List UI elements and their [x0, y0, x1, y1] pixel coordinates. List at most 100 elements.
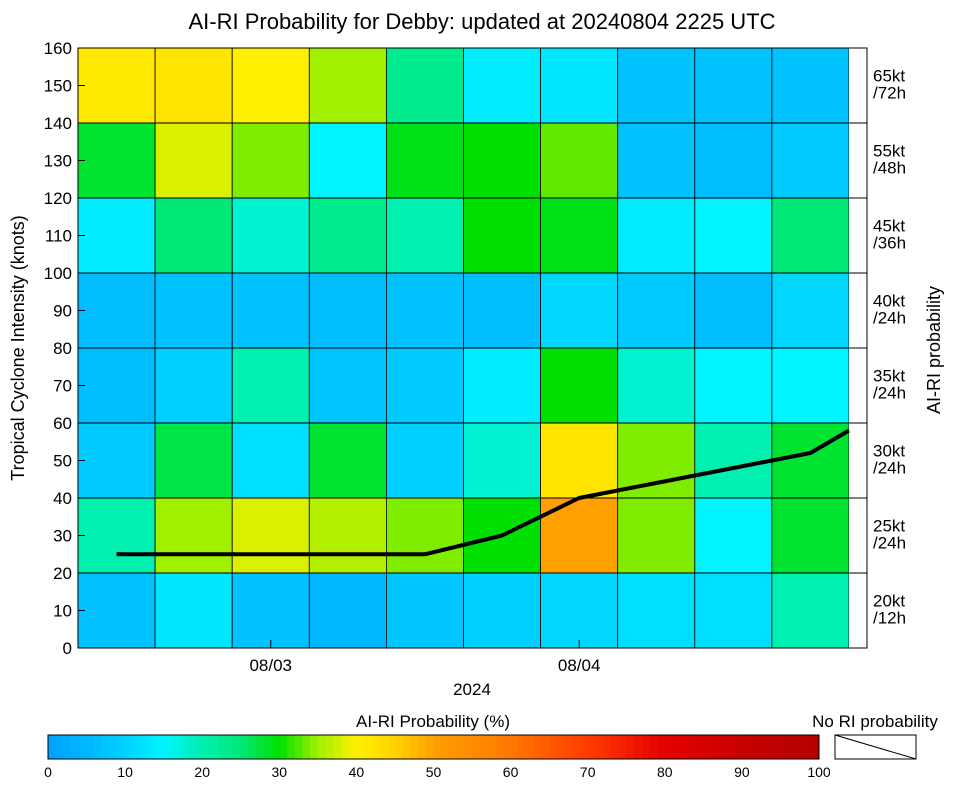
- y-tick-label: 70: [53, 377, 72, 396]
- colorbar-segment: [811, 735, 820, 759]
- heatmap-cell: [308, 572, 387, 649]
- row-label-threshold: 45kt: [873, 217, 905, 236]
- colorbar-segment: [564, 735, 573, 759]
- colorbar-segment: [155, 735, 164, 759]
- row-label-threshold: 65kt: [873, 67, 905, 86]
- colorbar-segment: [402, 735, 411, 759]
- row-label-window: /48h: [873, 159, 906, 178]
- y-tick-label: 50: [53, 452, 72, 471]
- row-label-window: /24h: [873, 534, 906, 553]
- colorbar-segment: [472, 735, 481, 759]
- colorbar-segment: [418, 735, 427, 759]
- heatmap-cell: [540, 122, 619, 199]
- row-label-window: /24h: [873, 309, 906, 328]
- colorbar-segment: [479, 735, 488, 759]
- heatmap-cell: [77, 272, 156, 349]
- heatmap-cell: [231, 47, 310, 124]
- colorbar-segment: [541, 735, 550, 759]
- colorbar-segment: [340, 735, 349, 759]
- y-gridlines: [78, 122, 867, 574]
- x-tick-label: 08/03: [249, 656, 292, 675]
- colorbar-tick-label: 0: [44, 764, 52, 780]
- colorbar-segment: [695, 735, 704, 759]
- colorbar-tick-label: 70: [580, 764, 596, 780]
- colorbar-segment: [788, 735, 797, 759]
- row-label-threshold: 25kt: [873, 517, 905, 536]
- colorbar-ticks: 0 10 20 30 40 50 60 70 80 90 100: [44, 764, 831, 780]
- colorbar-segment: [495, 735, 504, 759]
- colorbar-segment: [279, 735, 288, 759]
- heatmap-cell: [771, 47, 850, 124]
- colorbar-segment: [317, 735, 326, 759]
- heatmap-cell: [463, 272, 541, 349]
- row-label-threshold: 35kt: [873, 367, 905, 386]
- colorbar-segment: [518, 735, 527, 759]
- colorbar-segment: [595, 735, 604, 759]
- heatmap-cell: [771, 197, 850, 274]
- colorbar-segment: [549, 735, 558, 759]
- heatmap-cell: [617, 497, 696, 574]
- y-tick-label: 10: [53, 602, 72, 621]
- heatmap-cell: [154, 347, 233, 424]
- colorbar-segment: [772, 735, 781, 759]
- colorbar-segment: [78, 735, 87, 759]
- colorbar-tick-label: 20: [194, 764, 210, 780]
- colorbar-segment: [101, 735, 110, 759]
- heatmap-cell: [463, 422, 541, 499]
- y-tick-label: 90: [53, 302, 72, 321]
- colorbar-segment: [448, 735, 457, 759]
- heatmap-cells: [77, 47, 850, 649]
- colorbar-segment: [140, 735, 149, 759]
- heatmap-cell: [154, 272, 233, 349]
- heatmap-cell: [154, 572, 233, 649]
- colorbar-segment: [410, 735, 419, 759]
- colorbar-tick-label: 50: [426, 764, 442, 780]
- heatmap-cell: [308, 47, 387, 124]
- colorbar-segment: [94, 735, 103, 759]
- heatmap-cell: [77, 347, 156, 424]
- y-tick-label: 40: [53, 489, 72, 508]
- heatmap-cell: [771, 347, 850, 424]
- heatmap-cell: [540, 197, 619, 274]
- x-axis-label: 2024: [453, 680, 491, 699]
- colorbar-segment: [803, 735, 812, 759]
- intensity-forecast-line: [116, 428, 851, 557]
- colorbar-segment: [48, 735, 57, 759]
- colorbar-segment: [464, 735, 473, 759]
- colorbar-tick-label: 80: [657, 764, 673, 780]
- colorbar-frame: [47, 734, 820, 760]
- colorbar-segment: [672, 735, 681, 759]
- heatmap-cell: [463, 197, 541, 274]
- colorbar-segment: [741, 735, 750, 759]
- row-label-threshold: 30kt: [873, 442, 905, 461]
- heatmap-cell: [771, 122, 850, 199]
- colorbar-segment: [556, 735, 565, 759]
- heatmap-cell: [617, 47, 696, 124]
- y-axis-label: Tropical Cyclone Intensity (knots): [8, 215, 28, 480]
- y-tick-label: 150: [44, 77, 72, 96]
- row-label-window: /72h: [873, 84, 906, 103]
- heatmap-cell: [385, 47, 464, 124]
- heatmap-cell: [308, 122, 387, 199]
- colorbar-segment: [711, 735, 720, 759]
- colorbar-segment: [379, 735, 388, 759]
- heatmap-cell: [77, 197, 156, 274]
- no-ri-label: No RI probability: [812, 712, 938, 731]
- y-tick-label: 60: [53, 414, 72, 433]
- heatmap-cell: [385, 347, 464, 424]
- colorbar-segment: [117, 735, 126, 759]
- heatmap-cell: [540, 422, 619, 499]
- colorbar-segment: [441, 735, 450, 759]
- colorbar-segment: [618, 735, 627, 759]
- colorbar-segment: [780, 735, 789, 759]
- colorbar-segment: [287, 735, 296, 759]
- y-tick-label: 140: [44, 114, 72, 133]
- row-label-window: /12h: [873, 609, 906, 628]
- colorbar: [48, 735, 820, 759]
- y-tick-label: 120: [44, 189, 72, 208]
- heatmap-cell: [308, 347, 387, 424]
- heatmap-cell: [231, 572, 310, 649]
- heatmap-cell: [385, 197, 464, 274]
- heatmap-cell: [77, 422, 156, 499]
- colorbar-segment: [163, 735, 172, 759]
